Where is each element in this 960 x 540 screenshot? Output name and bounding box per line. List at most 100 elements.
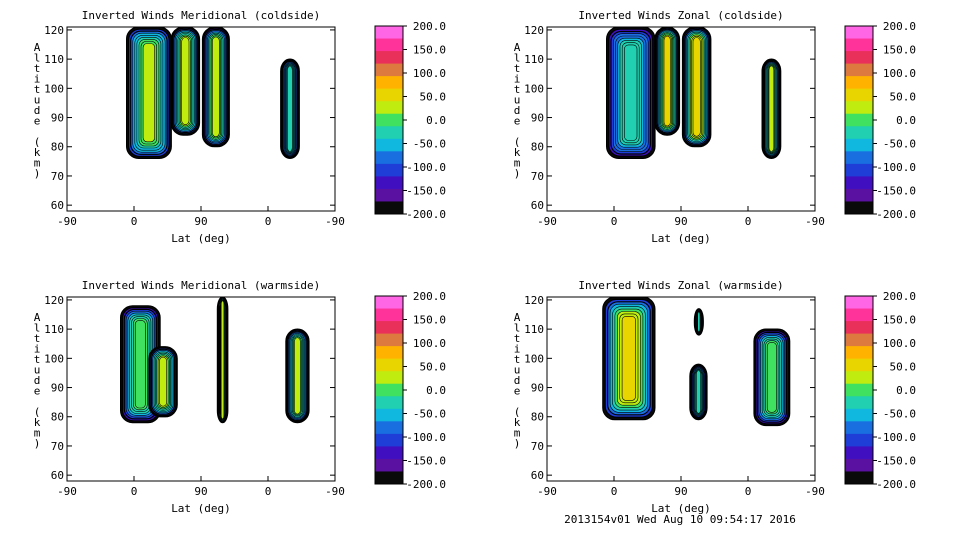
colorbar-tick-label: -150.0 [406,455,446,468]
colorbar-swatch [845,63,873,77]
colorbar-tick-label: 100.0 [883,67,916,80]
contour-region [753,328,791,427]
y-axis-label-char: A [514,41,521,54]
y-axis-label-char: e [514,385,521,398]
colorbar-swatch [845,458,873,472]
y-axis-label-char: i [514,343,521,356]
colorbar-swatch [845,151,873,165]
y-tick-label: 80 [531,411,544,424]
colorbar-swatch [375,51,403,65]
contour-level [768,65,775,152]
y-tick-label: 70 [531,440,544,453]
y-axis-label-char: ( [514,136,521,149]
contour-level [142,43,156,143]
y-tick-label: 70 [51,170,64,183]
y-tick-label: 110 [524,53,544,66]
colorbar-swatch [375,421,403,435]
colorbar-swatch [375,63,403,77]
colorbar-swatch [845,346,873,360]
contour-level [695,370,701,414]
x-tick-label: 0 [745,485,752,498]
colorbar-swatch [375,346,403,360]
y-tick-label: 100 [44,352,64,365]
colorbar-tick-label: -50.0 [883,408,916,421]
contour-region [126,27,172,159]
colorbar-swatch [375,358,403,372]
colorbar-swatch [375,188,403,202]
y-axis-label-char: l [34,52,41,65]
colorbar-tick-label: 0.0 [896,114,916,127]
panel-title: Inverted Winds Meridional (coldside) [82,9,320,22]
colorbar-tick-label: 150.0 [413,314,446,327]
colorbar-swatch [375,201,403,215]
colorbar-tick-label: 0.0 [426,114,446,127]
colorbar-swatch [845,358,873,372]
y-axis-ticks: 60 70 80 90 100 110 120 [44,24,335,212]
contour-level [212,36,220,138]
y-axis-label-char: k [34,416,41,429]
y-axis-label-char: i [34,343,41,356]
contour-level [692,37,701,137]
colorbar-tick-label: -200.0 [876,208,916,221]
y-tick-label: 110 [524,323,544,336]
y-axis-label-char: l [34,322,41,335]
y-tick-label: 60 [531,469,544,482]
x-tick-label: 90 [194,215,207,228]
y-axis-label-char: m [34,157,41,170]
x-tick-label: 0 [131,215,138,228]
colorbar-swatch [375,296,403,310]
colorbar-swatch [845,321,873,335]
contour-field [606,27,782,160]
colorbar-tick-label: 50.0 [890,91,917,104]
contour-region [602,297,656,421]
contour-level [287,65,293,152]
y-axis-label-char: d [514,374,521,387]
x-axis-label: Lat (deg) [171,502,231,515]
contour-level [181,37,190,125]
y-tick-label: 120 [44,294,64,307]
y-axis-label-char: d [34,104,41,117]
colorbar-swatch [375,113,403,127]
y-tick-label: 100 [44,82,64,95]
panel-title: Inverted Winds Meridional (warmside) [82,279,320,292]
colorbar-swatch [375,446,403,460]
colorbar-tick-label: -100.0 [876,161,916,174]
colorbar-swatch [375,471,403,485]
colorbar-swatch [375,138,403,152]
y-tick-label: 120 [44,24,64,37]
panel-title: Inverted Winds Zonal (coldside) [578,9,783,22]
colorbar-swatch [845,308,873,322]
y-axis-label-char: ) [34,167,41,180]
contour-level [621,315,636,401]
x-tick-label: -90 [325,215,345,228]
y-tick-label: 110 [44,53,64,66]
colorbar-swatch [845,421,873,435]
colorbar-swatch [375,88,403,102]
y-tick-label: 80 [531,141,544,154]
y-tick-label: 60 [51,469,64,482]
colorbar-swatch [375,383,403,397]
contour-panel-zonal-coldside: Inverted Winds Zonal (coldside) 60 70 80 90… [514,9,916,245]
y-axis-ticks: 60 70 80 90 100 110 120 [44,294,335,482]
y-axis-label-char: ( [34,136,41,149]
x-axis-label: Lat (deg) [651,502,711,515]
x-tick-label: -90 [57,485,77,498]
colorbar: 200.0 150.0 100.0 50.0 0.0 -50.0 -100.0 -150.0 -… [844,20,917,221]
colorbar-tick-label: -150.0 [876,455,916,468]
colorbar-tick-label: -200.0 [876,478,916,491]
y-axis-label-char: t [34,353,41,366]
y-axis-ticks: 60 70 80 90 100 110 120 [524,294,815,482]
y-axis-label-char: ) [514,437,521,450]
y-axis-label-char: m [514,157,521,170]
y-axis-label-char: e [34,385,41,398]
colorbar-swatch [845,26,873,40]
colorbar-swatch [845,446,873,460]
contour-region [170,27,201,136]
y-axis-label-char: e [34,115,41,128]
contour-region [148,346,178,418]
colorbar-tick-label: -50.0 [883,138,916,151]
colorbar-swatch [845,138,873,152]
y-tick-label: 70 [51,440,64,453]
colorbar-swatch [845,88,873,102]
y-axis-label-char: l [514,322,521,335]
